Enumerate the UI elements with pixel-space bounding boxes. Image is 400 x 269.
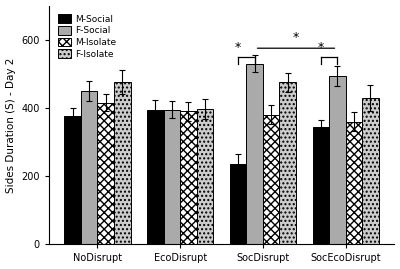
Bar: [263, 115, 280, 245]
Text: *: *: [318, 41, 324, 54]
Bar: [312, 127, 329, 245]
Bar: [230, 164, 246, 245]
Legend: M-Social, F-Social, M-Isolate, F-Isolate: M-Social, F-Social, M-Isolate, F-Isolate: [57, 12, 118, 61]
Bar: [98, 103, 114, 245]
Bar: [114, 82, 130, 245]
Bar: [197, 109, 213, 245]
Bar: [164, 110, 180, 245]
Bar: [280, 82, 296, 245]
Bar: [346, 122, 362, 245]
Bar: [180, 111, 197, 245]
Text: *: *: [293, 31, 299, 44]
Bar: [81, 91, 98, 245]
Bar: [246, 63, 263, 245]
Bar: [362, 98, 379, 245]
Y-axis label: Sides Duration (S) - Day 2: Sides Duration (S) - Day 2: [6, 57, 16, 193]
Bar: [64, 116, 81, 245]
Bar: [147, 110, 164, 245]
Bar: [329, 76, 346, 245]
Text: *: *: [235, 41, 241, 54]
